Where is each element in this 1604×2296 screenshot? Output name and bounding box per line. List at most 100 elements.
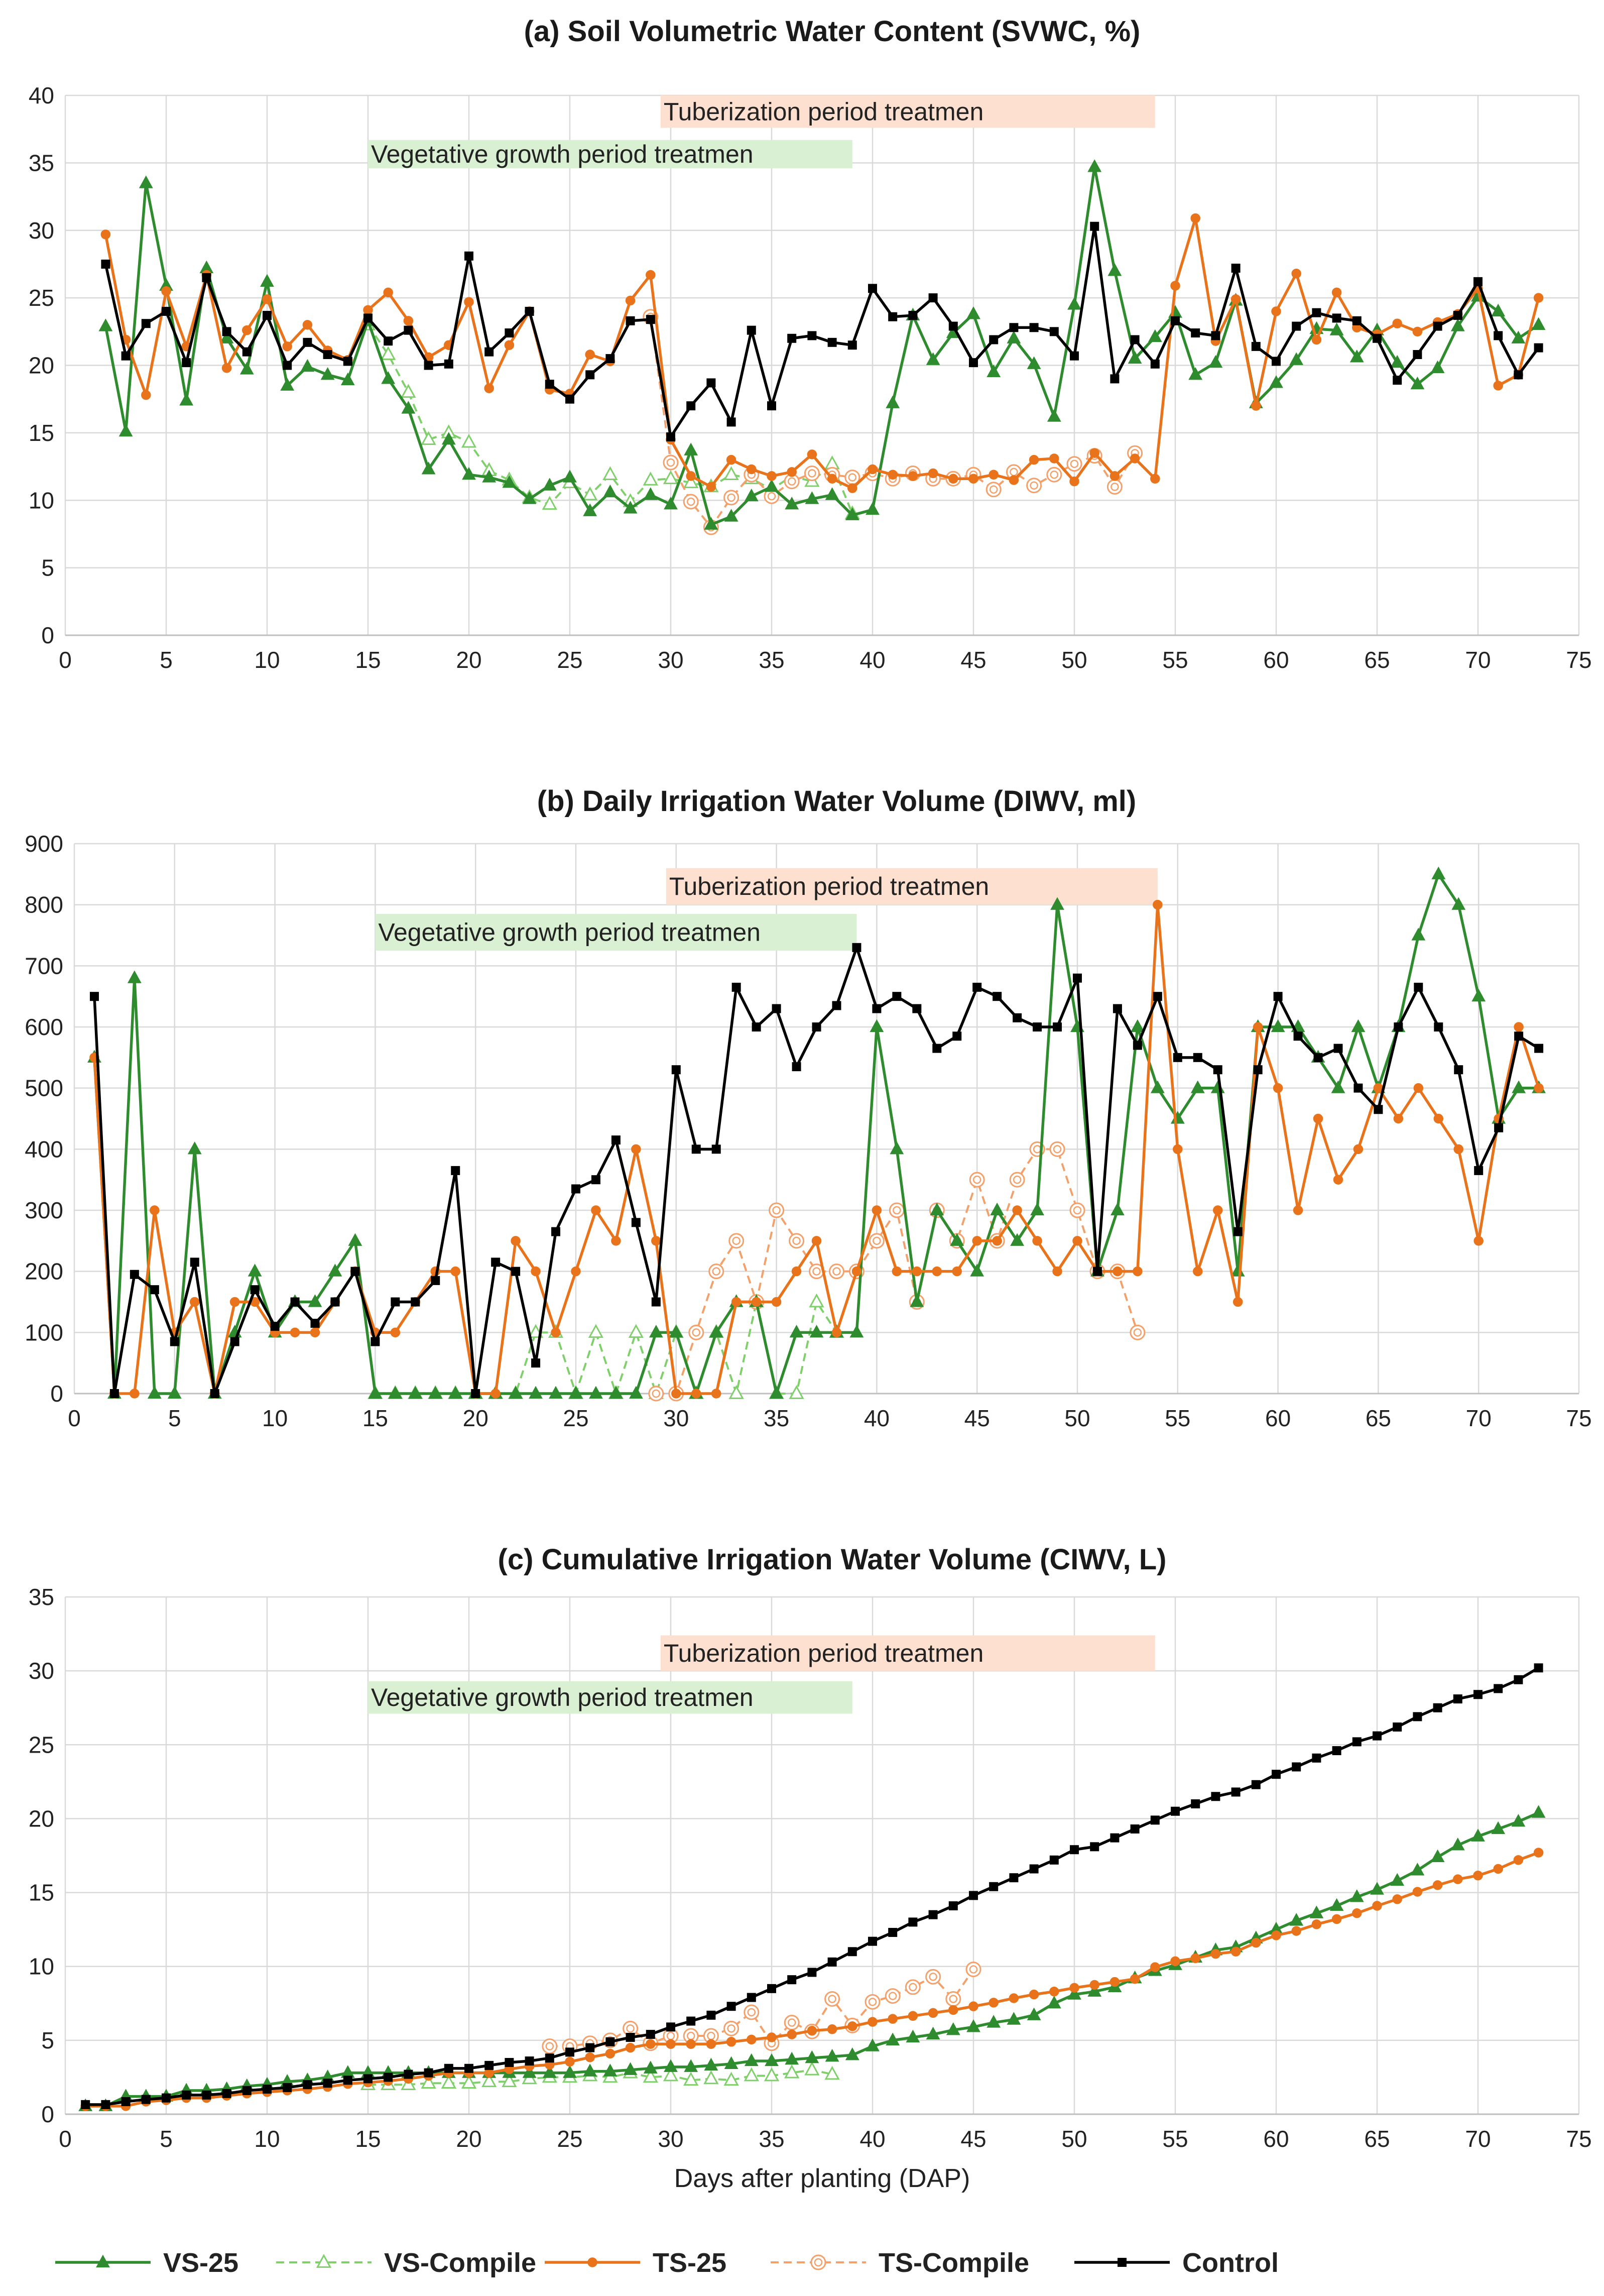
point-ts_compile bbox=[784, 474, 800, 490]
legend-marker-vs_compile bbox=[316, 2254, 332, 2268]
point-vs_compile bbox=[401, 384, 416, 398]
point-ts_compile-inner bbox=[686, 497, 695, 506]
point-vs_compile bbox=[588, 1324, 604, 1338]
x-tick-label: 20 bbox=[463, 1405, 488, 1431]
point-control bbox=[1453, 311, 1462, 320]
point-control bbox=[585, 370, 595, 380]
point-control bbox=[484, 2060, 494, 2070]
series-vs25 bbox=[98, 159, 1546, 530]
point-vs25 bbox=[643, 2060, 658, 2074]
point-ts_compile-outer bbox=[1130, 1324, 1146, 1340]
point-vs25 bbox=[1309, 1905, 1324, 1918]
point-ts25 bbox=[1150, 1962, 1160, 1972]
point-ts25 bbox=[1190, 1953, 1200, 1964]
x-tick-label: 25 bbox=[557, 647, 582, 673]
point-control bbox=[505, 2058, 514, 2067]
point-vs25 bbox=[563, 2065, 577, 2078]
point-vs25 bbox=[1329, 322, 1344, 335]
point-ts25 bbox=[1170, 1956, 1180, 1967]
point-ts_compile-outer bbox=[1009, 1172, 1025, 1188]
point-vs25 bbox=[1050, 897, 1064, 910]
point-control bbox=[89, 992, 99, 1001]
point-control bbox=[666, 432, 675, 441]
point-ts25 bbox=[1130, 1974, 1140, 1984]
point-ts_compile-outer bbox=[869, 1233, 885, 1249]
y-tick-label: 25 bbox=[29, 1732, 54, 1758]
point-ts25 bbox=[731, 1297, 742, 1307]
x-tick-label: 65 bbox=[1364, 2126, 1390, 2152]
point-ts25 bbox=[872, 1205, 882, 1215]
point-control bbox=[1113, 1004, 1122, 1013]
series-ts_compile bbox=[542, 1962, 981, 2054]
point-control bbox=[431, 1276, 440, 1285]
x-tick-label: 40 bbox=[859, 647, 885, 673]
series-line-ts_compile bbox=[649, 316, 1136, 528]
point-ts_compile-outer bbox=[965, 1962, 981, 1978]
point-ts25 bbox=[989, 1998, 999, 2008]
point-vs25 bbox=[849, 1325, 864, 1338]
point-ts25 bbox=[888, 470, 898, 480]
point-vs25 bbox=[1087, 1984, 1102, 1997]
point-control bbox=[752, 1022, 761, 1031]
point-control bbox=[222, 2089, 231, 2098]
point-control bbox=[1133, 1041, 1142, 1050]
point-control bbox=[1514, 370, 1523, 380]
series-line-ts_compile bbox=[549, 1969, 974, 2047]
treatment-band-label: Tuberization period treatmen bbox=[664, 1639, 983, 1667]
point-control bbox=[1332, 313, 1341, 323]
point-control bbox=[1373, 1731, 1382, 1741]
treatment-band-label: Tuberization period treatmen bbox=[664, 97, 983, 126]
point-ts_compile bbox=[969, 1172, 985, 1188]
point-ts_compile bbox=[1130, 1324, 1146, 1340]
point-ts25 bbox=[150, 1205, 160, 1215]
point-ts_compile-outer bbox=[728, 1233, 745, 1249]
point-ts_compile-outer bbox=[804, 466, 820, 481]
point-control bbox=[384, 2073, 393, 2082]
point-ts25 bbox=[1413, 1083, 1424, 1093]
point-ts25 bbox=[831, 1327, 842, 1338]
point-vs25 bbox=[1511, 330, 1526, 343]
point-control bbox=[391, 1297, 400, 1307]
series-line-control bbox=[104, 224, 1540, 438]
point-ts_compile-inner bbox=[712, 1267, 720, 1276]
point-control bbox=[141, 2095, 151, 2104]
y-tick-label: 35 bbox=[29, 1584, 54, 1610]
point-ts_compile bbox=[769, 1202, 785, 1218]
point-control bbox=[646, 2030, 655, 2039]
y-tick-label: 30 bbox=[29, 1658, 54, 1684]
y-tick-label: 500 bbox=[25, 1075, 63, 1101]
point-ts25 bbox=[666, 2039, 676, 2049]
point-ts25 bbox=[1533, 1848, 1544, 1858]
point-control bbox=[1312, 1753, 1321, 1763]
point-control bbox=[972, 982, 982, 992]
point-vs25 bbox=[583, 2063, 597, 2077]
point-vs25 bbox=[328, 1264, 342, 1277]
point-vs_compile bbox=[723, 2072, 739, 2086]
point-vs25 bbox=[589, 1386, 603, 1399]
point-vs_compile bbox=[784, 2064, 800, 2079]
point-ts25 bbox=[1012, 1205, 1022, 1215]
legend-item-vs25: VS-25 bbox=[55, 2248, 238, 2278]
x-tick-label: 50 bbox=[1064, 1405, 1090, 1431]
point-vs25 bbox=[1390, 1873, 1405, 1886]
point-control bbox=[1534, 1663, 1543, 1673]
x-tick-label: 20 bbox=[456, 2126, 481, 2152]
point-control bbox=[1211, 1792, 1220, 1801]
point-ts25 bbox=[948, 2005, 958, 2015]
point-vs_compile bbox=[461, 2075, 477, 2089]
point-control bbox=[1312, 308, 1321, 317]
point-ts_compile-inner bbox=[1050, 470, 1059, 479]
point-vs25 bbox=[522, 2065, 537, 2078]
point-vs25 bbox=[179, 393, 194, 406]
point-ts25 bbox=[190, 1297, 200, 1307]
point-vs_compile bbox=[542, 496, 557, 510]
point-ts25 bbox=[1009, 475, 1019, 485]
point-ts25 bbox=[1130, 453, 1140, 464]
point-control bbox=[343, 2076, 352, 2085]
point-ts25 bbox=[691, 1389, 701, 1399]
point-ts_compile-outer bbox=[905, 1979, 921, 1995]
point-ts_compile-inner bbox=[969, 1965, 978, 1974]
point-control bbox=[1029, 323, 1039, 332]
y-tick-label: 10 bbox=[29, 1954, 54, 1980]
point-control bbox=[1393, 1722, 1402, 1732]
